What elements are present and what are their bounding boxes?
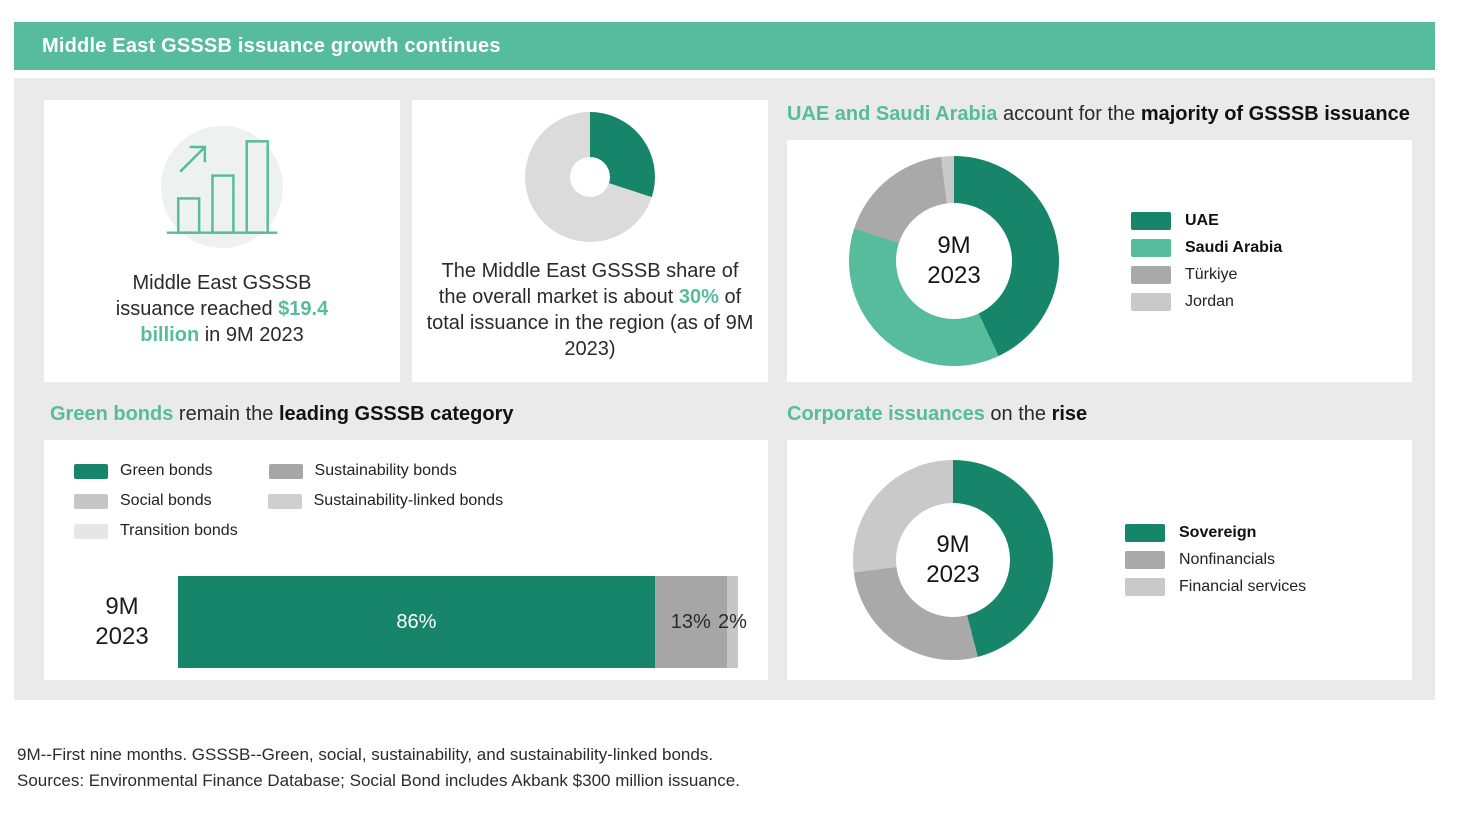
legend-swatch (74, 523, 108, 539)
bar-segment: 86% (178, 576, 655, 668)
legend-label: Financial services (1179, 578, 1307, 595)
stat-card-text: Middle East GSSSB issuance reached $19.4… (92, 270, 352, 348)
bar-row: 9M 2023 86% 13% 2% (74, 576, 747, 668)
donut-center-label: 9M 2023 (896, 503, 1010, 617)
sectors-heading-plain: on the (984, 403, 1052, 425)
legend-label: Sustainability-linked bonds (313, 492, 504, 509)
category-stacked-bar: 86% 13% 2% (178, 576, 747, 668)
footnote-line: 9M--First nine months. GSSSB--Green, soc… (17, 745, 714, 764)
bar-chart-growth-icon (166, 140, 278, 234)
legend-swatch (268, 463, 303, 479)
stat-card: Middle East GSSSB issuance reached $19.4… (44, 100, 400, 382)
legend-swatch (1131, 238, 1171, 257)
countries-heading: UAE and Saudi Arabia account for the maj… (787, 103, 1410, 126)
legend-label: Türkiye (1185, 265, 1238, 283)
categories-heading-bold: leading GSSSB category (278, 403, 514, 425)
legend-item: Sustainability-linked bonds (267, 492, 504, 510)
legend-swatch (74, 463, 108, 479)
stat-text-pre: Middle East GSSSB issuance reached (115, 272, 312, 320)
legend-label: Social bonds (120, 492, 212, 509)
legend-label: Saudi Arabia (1185, 238, 1283, 256)
categories-heading-plain: remain the (173, 403, 279, 425)
legend-label: Nonfinancials (1179, 551, 1276, 568)
countries-legend: UAE Saudi Arabia Türkiye Jordan (1131, 211, 1283, 311)
countries-heading-green: UAE and Saudi Arabia (787, 103, 998, 125)
categories-legend: Green bonds Sustainability bonds Social bo… (74, 462, 674, 540)
legend-item: Transition bonds (74, 522, 238, 540)
donut-hole (570, 157, 610, 197)
sectors-card: 9M 2023 Sovereign Nonfinancials Financial … (787, 440, 1412, 680)
content-panel: Middle East GSSSB issuance reached $19.4… (14, 78, 1435, 700)
footnote-line: Sources: Environmental Finance Database;… (17, 771, 740, 791)
legend-swatch (267, 493, 302, 509)
legend-item: Saudi Arabia (1131, 238, 1283, 257)
stat-text-post: in 9M 2023 (204, 324, 304, 346)
sectors-heading-bold: rise (1051, 403, 1088, 425)
legend-label: Sustainability bonds (314, 462, 457, 479)
legend-item: Social bonds (74, 492, 212, 510)
legend-swatch (1125, 578, 1165, 596)
sectors-legend: Sovereign Nonfinancials Financial services (1125, 524, 1306, 596)
icon-circle (161, 126, 283, 248)
legend-item: Türkiye (1131, 265, 1282, 284)
categories-heading-green: Green bonds (50, 403, 174, 425)
bar-segment: 13% (654, 576, 727, 668)
legend-item: Green bonds (74, 462, 213, 480)
legend-item: Jordan (1131, 292, 1282, 311)
countries-donut: 9M 2023 (849, 156, 1059, 366)
legend-swatch (1131, 265, 1171, 284)
categories-card: Green bonds Sustainability bonds Social bo… (44, 440, 768, 680)
legend-item: Sovereign (1125, 524, 1306, 542)
bar-segment-label: 86% (396, 610, 437, 633)
countries-card: 9M 2023 UAE Saudi Arabia Türkiye Jordan (787, 140, 1412, 382)
footnotes: 9M--First nine months. GSSSB--Green, soc… (17, 742, 740, 795)
legend-label: Sovereign (1179, 524, 1257, 541)
bar-category-label: 9M 2023 (95, 593, 149, 650)
sectors-heading: Corporate issuances on the rise (787, 403, 1087, 426)
share-highlight: 30% (678, 286, 719, 308)
legend-label: UAE (1185, 211, 1219, 229)
market-share-card: The Middle East GSSSB share of the overa… (412, 100, 768, 382)
countries-heading-bold: majority of GSSSB issuance (1140, 103, 1410, 125)
legend-swatch (1131, 292, 1171, 311)
legend-label: Transition bonds (120, 522, 238, 539)
legend-swatch (1125, 551, 1165, 569)
bar-segment-label: 13% (670, 610, 711, 633)
title-bar: Middle East GSSSB issuance growth contin… (14, 22, 1435, 70)
legend-swatch (1131, 211, 1171, 230)
legend-label: Jordan (1185, 292, 1234, 310)
share-card-text: The Middle East GSSSB share of the overa… (425, 258, 755, 362)
donut-center-label: 9M 2023 (896, 203, 1012, 319)
legend-label: Green bonds (120, 462, 213, 479)
legend-item: UAE (1131, 211, 1282, 230)
bar-segment: 2% (718, 576, 747, 668)
categories-heading: Green bonds remain the leading GSSSB cat… (50, 403, 513, 426)
sectors-heading-green: Corporate issuances (787, 403, 985, 425)
sectors-donut: 9M 2023 (853, 460, 1053, 660)
page-title: Middle East GSSSB issuance growth contin… (42, 34, 501, 57)
legend-item: Nonfinancials (1125, 551, 1306, 569)
market-share-donut (525, 112, 655, 242)
share-text-pre: The Middle East GSSSB share of the overa… (438, 260, 739, 308)
legend-item: Financial services (1125, 578, 1306, 596)
bar-segment-label: 2% (717, 610, 747, 633)
legend-swatch (74, 493, 108, 509)
legend-item: Sustainability bonds (268, 462, 457, 480)
legend-swatch (1125, 524, 1165, 542)
countries-heading-plain: account for the (997, 103, 1141, 125)
stat-highlight: $19.4 billion (140, 298, 329, 346)
share-text-post: of total issuance in the region (as of 9… (426, 286, 754, 360)
